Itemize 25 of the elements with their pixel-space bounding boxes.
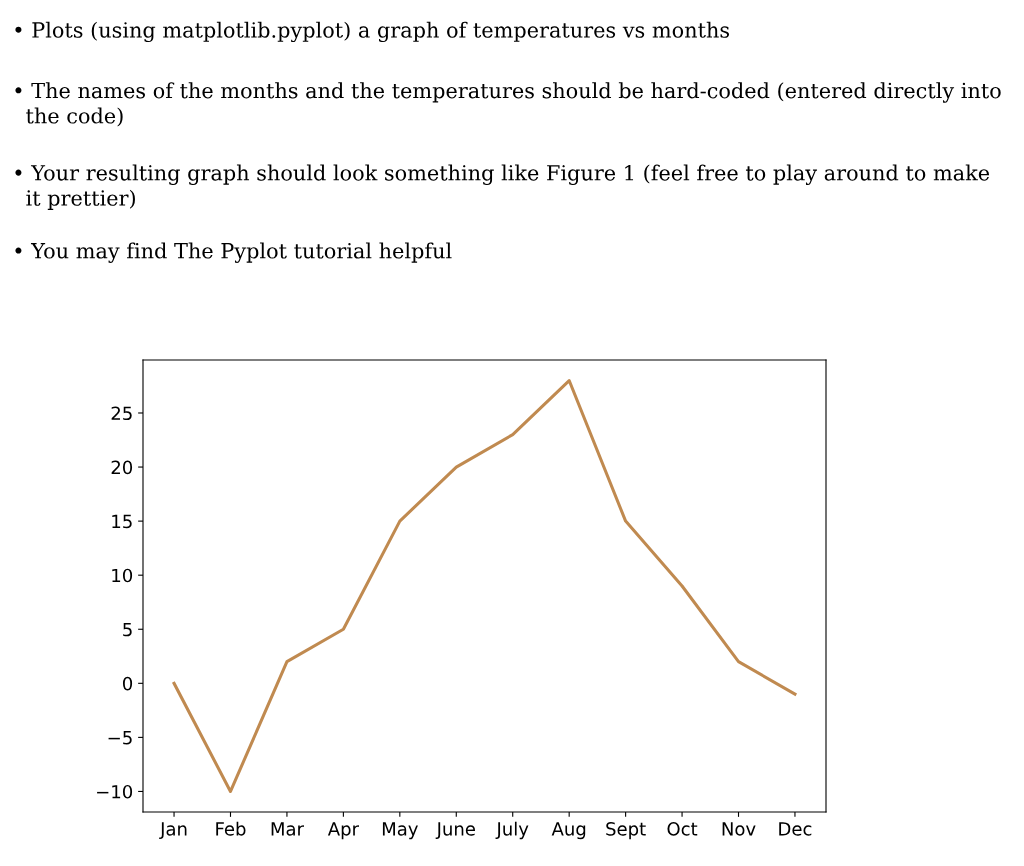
x-tick-label: Aug (551, 822, 586, 840)
text: • You may find The Pyplot tutorial helpful (15, 242, 452, 263)
y-tick-label: 5 (123, 622, 132, 637)
x-tick-label: Apr (327, 822, 359, 840)
x-tick-label: Feb (216, 821, 246, 836)
x-tick-label: Nov (722, 822, 756, 836)
y-tick-label: −5 (108, 731, 132, 745)
x-tick-label: June (435, 822, 475, 840)
x-tick-label: July (495, 821, 529, 840)
x-tick-label: May (382, 822, 418, 840)
x-tick-label: Oct (667, 822, 698, 836)
line-series (172, 379, 797, 793)
y-tick-label: 15 (112, 514, 132, 529)
x-tick-label: Dec (779, 822, 812, 836)
text: • Your resulting graph should look something like Figure 1 (feel free to play around to make it prettier) (15, 164, 990, 210)
y-tick-label: −10 (97, 784, 133, 799)
x-tick-label: Jan (159, 822, 187, 840)
text: • Plots (using matplotlib.pyplot) a graph of temperatures vs months (15, 21, 730, 43)
y-tick-label: 20 (111, 460, 133, 475)
x-tick-label: Sept (606, 822, 646, 840)
y-tick-label: 10 (112, 568, 133, 583)
y-tick-label: 25 (111, 406, 132, 421)
x-tick-label: Mar (271, 822, 304, 836)
y-tick-label: 0 (122, 676, 133, 691)
text: • The names of the months and the temperatures should be hard-coded (entered directly into the code) (15, 82, 1001, 127)
